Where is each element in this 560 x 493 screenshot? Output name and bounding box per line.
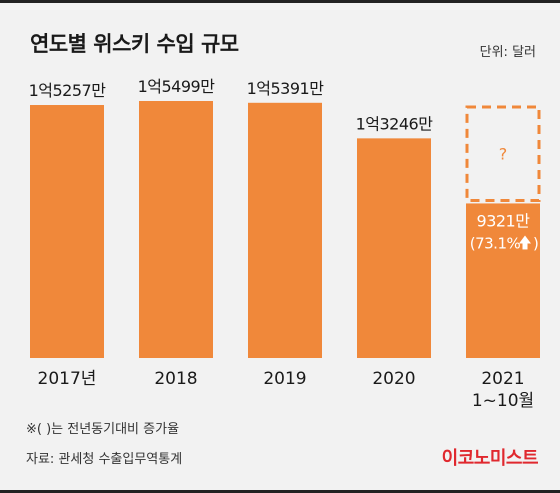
source-note: 자료: 관세청 수출입무역통계 — [26, 452, 183, 467]
category-label-1: 2018 — [154, 369, 197, 389]
growth-rate-close: ) — [533, 234, 539, 252]
chart-title: 연도별 위스키 수입 규모 — [30, 32, 239, 56]
category-label-3: 2020 — [372, 369, 415, 389]
unit-label: 단위: 달러 — [479, 45, 536, 60]
category-label-0: 2017년 — [38, 369, 97, 389]
bar-1 — [139, 101, 213, 358]
value-label-2: 1억5391만 — [247, 79, 325, 98]
bar-2 — [248, 102, 322, 358]
projected-placeholder-box — [465, 105, 541, 202]
category-label-2: 2019 — [263, 369, 306, 389]
value-label-1: 1억5499만 — [138, 77, 216, 96]
placeholder-question-mark: ? — [499, 145, 508, 164]
category-label-4-line-1: 1~10월 — [472, 391, 534, 411]
value-label-4: 9321만 — [477, 211, 531, 230]
up-arrow-stem — [522, 243, 528, 250]
publisher-logo: 이코노미스트 — [441, 448, 539, 469]
value-label-3: 1억3246만 — [356, 114, 434, 133]
up-arrow-icon — [519, 235, 531, 244]
value-label-0: 1억5257만 — [29, 81, 107, 100]
bar-0 — [30, 105, 104, 358]
bottom-rule — [0, 490, 560, 493]
category-label-4-line-0: 2021 — [481, 369, 524, 389]
bar-4 — [466, 203, 540, 358]
footnote: ※( )는 전년동기대비 증가율 — [26, 422, 180, 437]
growth-rate-label: (73.1% — [470, 234, 521, 252]
bar-3 — [357, 138, 431, 358]
top-rule — [0, 0, 560, 3]
